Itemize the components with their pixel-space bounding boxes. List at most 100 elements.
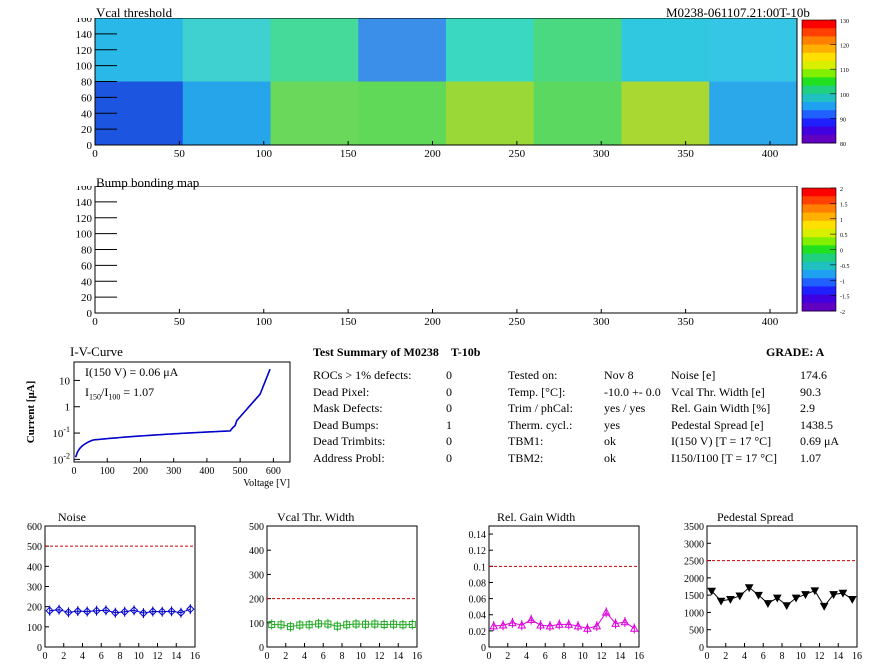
- data-point: [361, 620, 369, 628]
- data-point: [157, 607, 167, 616]
- condition-label: Trim / phCal:: [508, 401, 573, 415]
- y-tick-label: 500: [689, 626, 704, 637]
- iv-x-tick-label: 500: [233, 466, 248, 477]
- palette-band: [802, 28, 836, 37]
- data-point: [782, 602, 792, 611]
- x-tick-label: 2: [723, 651, 728, 662]
- x-tick-label: 350: [677, 148, 694, 160]
- iv-y-tick-label: 10-2: [52, 451, 70, 466]
- iv-x-tick-label: 600: [266, 466, 281, 477]
- iv-line1: I(150 V) = 0.06 μA: [85, 365, 179, 379]
- x-tick-label: 6: [99, 651, 104, 662]
- x-tick-label: 16: [852, 651, 862, 662]
- gain-width-plot[interactable]: 0 2 4 6 8 10 12 14 16 0 0.02 0.04 0.06 0.08 0.1 0.12 0.1…: [444, 520, 664, 672]
- x-tick-label: 10: [134, 651, 144, 662]
- x-tick-label: 2: [505, 651, 510, 662]
- x-tick-label: 50: [174, 316, 186, 328]
- data-point: [380, 620, 388, 628]
- palette-band: [802, 110, 836, 119]
- palette-band: [802, 204, 836, 214]
- roc-bottom-7: [709, 81, 798, 145]
- condition-label: Temp. [°C]:: [508, 384, 566, 399]
- series-line: [271, 623, 413, 628]
- palette-tick-label: 80: [840, 142, 846, 148]
- palette-tick-label: 2: [840, 187, 843, 193]
- x-tick-label: 400: [762, 148, 779, 160]
- x-tick-label: 4: [524, 651, 529, 662]
- data-point: [726, 595, 735, 604]
- palette-band: [802, 134, 836, 144]
- iv-x-tick-label: 300: [166, 466, 181, 477]
- x-tick-label: 16: [190, 651, 200, 662]
- data-point: [408, 620, 416, 628]
- data-point: [167, 607, 176, 616]
- defect-label: Dead Pixel:: [313, 384, 370, 399]
- data-point: [508, 618, 517, 627]
- data-point: [545, 621, 555, 630]
- data-point: [371, 620, 379, 628]
- x-tick-label: 2: [283, 651, 288, 662]
- data-point: [186, 604, 195, 614]
- roc-bottom-4: [446, 81, 535, 145]
- data-point: [148, 607, 158, 616]
- y-tick-label: 400: [249, 546, 264, 557]
- y-tick-label: 20: [81, 124, 93, 136]
- series-line: [711, 586, 853, 608]
- plot-frame: [44, 525, 196, 648]
- data-point: [564, 619, 574, 628]
- y-tick-label: 0: [87, 308, 93, 320]
- data-point: [517, 620, 527, 629]
- bump-bonding-map[interactable]: 0 50 100 150 200 250 300 350 4000204060801001201…: [60, 186, 850, 328]
- palette-band: [802, 20, 836, 29]
- x-tick-label: 10: [356, 651, 366, 662]
- vcal-width-title: Vcal Thr. Width: [277, 510, 355, 524]
- x-tick-label: 400: [762, 316, 779, 328]
- noise-plot[interactable]: 0 2 4 6 8 10 12 14 16 0 100 200 300 400 500 600: [0, 520, 220, 672]
- data-point: [498, 620, 508, 629]
- vcal-title: Vcal threshold: [96, 5, 173, 20]
- roc-top-4: [446, 18, 535, 82]
- vcal-width-plot[interactable]: 0 2 4 6 8 10 12 14 16 0 100 200 300 400 500: [222, 520, 442, 672]
- defect-label: ROCs > 1% defects:: [313, 368, 412, 382]
- data-point: [54, 605, 64, 614]
- y-tick-label: 0.06: [469, 595, 487, 606]
- roc-top-6: [621, 18, 710, 82]
- palette-band: [802, 77, 836, 87]
- palette-band: [802, 85, 836, 95]
- iv-x-tick-label: 400: [199, 466, 214, 477]
- palette-tick-label: 100: [840, 93, 849, 99]
- result-value: 2.9: [800, 401, 815, 415]
- x-tick-label: 0: [92, 148, 98, 160]
- defect-value: 1: [446, 417, 452, 432]
- x-tick-label: 300: [593, 148, 610, 160]
- palette-band: [802, 261, 836, 271]
- gain-width-title: Rel. Gain Width: [497, 510, 576, 524]
- x-tick-label: 250: [509, 148, 526, 160]
- palette-band: [802, 212, 836, 222]
- palette-tick-label: 0: [840, 249, 843, 255]
- iv-curve-plot[interactable]: 0 100 200 300 400 500 600 10-2 10-1 1 10 Current [μ…: [20, 354, 300, 494]
- x-tick-label: 10: [578, 651, 588, 662]
- data-point: [754, 591, 763, 600]
- roc-bottom-2: [270, 81, 359, 145]
- defect-label: Address Probl:: [313, 450, 385, 465]
- palette-band: [802, 61, 836, 70]
- noise-title: Noise: [58, 510, 86, 524]
- y-tick-label: 100: [249, 619, 264, 630]
- roc-bottom-3: [358, 81, 447, 145]
- result-value: 174.6: [800, 368, 827, 382]
- vcal-threshold-map[interactable]: 0 50 100 150 200 250 300 350 400 0 20 40 60 80 100 120 1…: [60, 18, 850, 160]
- y-tick-label: 0: [699, 643, 704, 654]
- data-point: [390, 620, 398, 628]
- pedestal-plot[interactable]: 0 2 4 6 8 10 12 14 16 0 500 1000 1500 2000 2500 3000 350…: [662, 520, 894, 672]
- data-point: [343, 621, 351, 629]
- data-point: [111, 608, 120, 617]
- palette-band: [802, 188, 836, 197]
- palette-band: [802, 229, 836, 238]
- palette-band: [802, 302, 836, 312]
- result-label: Pedestal Spread [e]: [671, 417, 764, 432]
- data-point: [286, 623, 294, 631]
- roc-top-7: [709, 18, 798, 82]
- data-point: [333, 622, 341, 630]
- x-tick-label: 8: [780, 651, 785, 662]
